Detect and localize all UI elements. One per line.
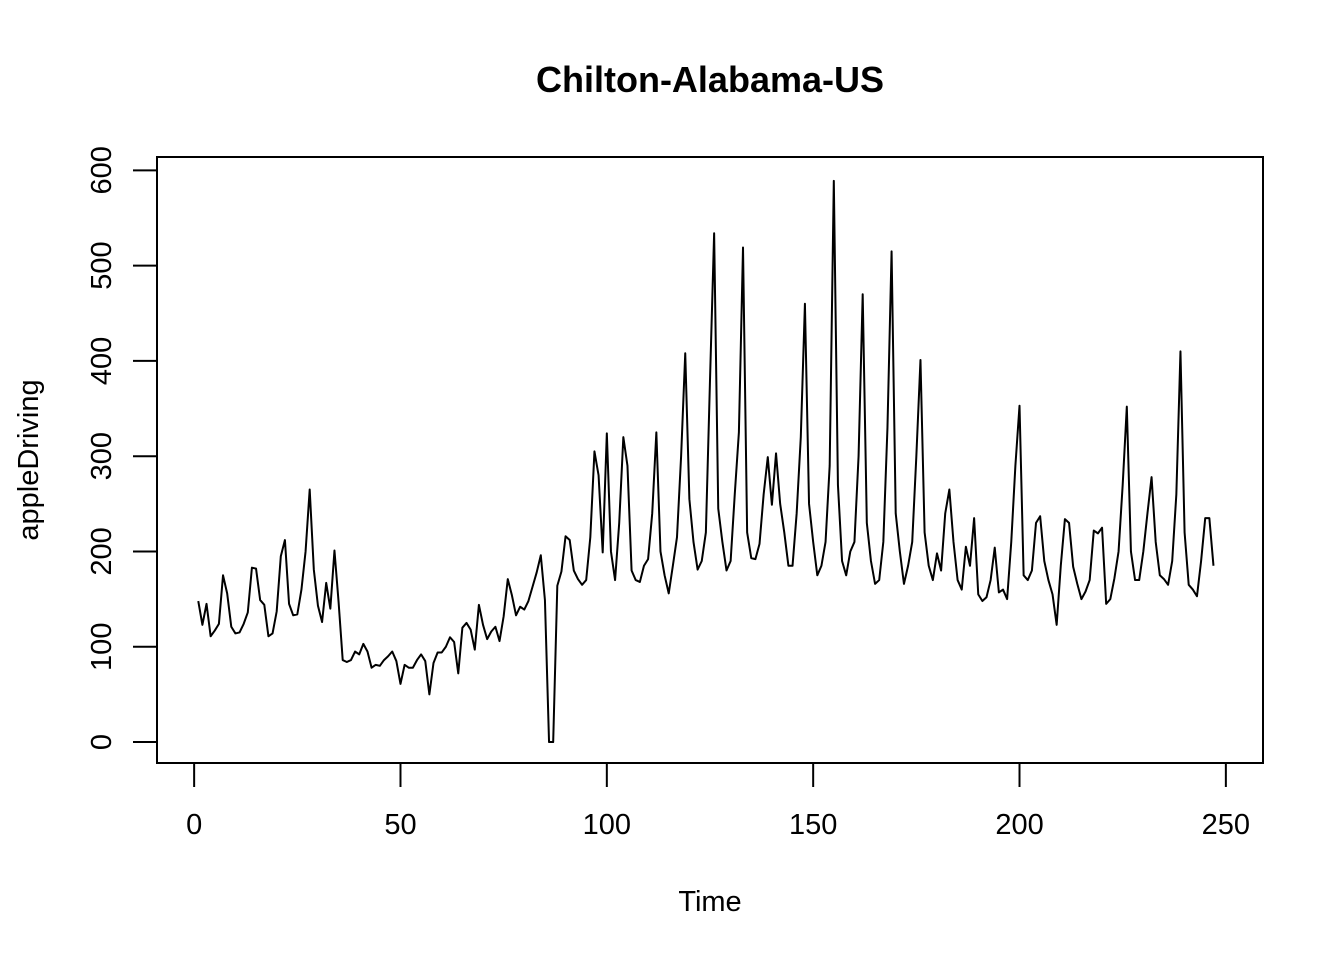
x-tick-label: 150: [789, 809, 837, 841]
series-line-0: [197, 179, 1215, 744]
x-tick-label: 100: [583, 809, 631, 841]
y-tick-label: 0: [86, 734, 118, 750]
y-axis-label: appleDriving: [13, 379, 45, 540]
y-tick-label: 400: [86, 337, 118, 385]
x-tick-label: 0: [186, 809, 202, 841]
y-tick-label: 500: [86, 241, 118, 289]
plot-area-frame: [156, 156, 1264, 764]
x-axis: 0 50 100 150 200 250: [186, 762, 1250, 841]
x-tick-label: 200: [995, 809, 1043, 841]
x-tick-label: 50: [384, 809, 416, 841]
y-tick-label: 600: [86, 146, 118, 194]
y-tick-label: 300: [86, 432, 118, 480]
x-tick-label: 250: [1202, 809, 1250, 841]
y-tick-label: 200: [86, 527, 118, 575]
chart-title: Chilton-Alabama-US: [536, 59, 884, 100]
y-axis: 0 100 200 300 400 500 600: [86, 146, 158, 750]
y-tick-label: 100: [86, 623, 118, 671]
series-layer: [197, 179, 1215, 744]
x-axis-label: Time: [678, 886, 741, 918]
